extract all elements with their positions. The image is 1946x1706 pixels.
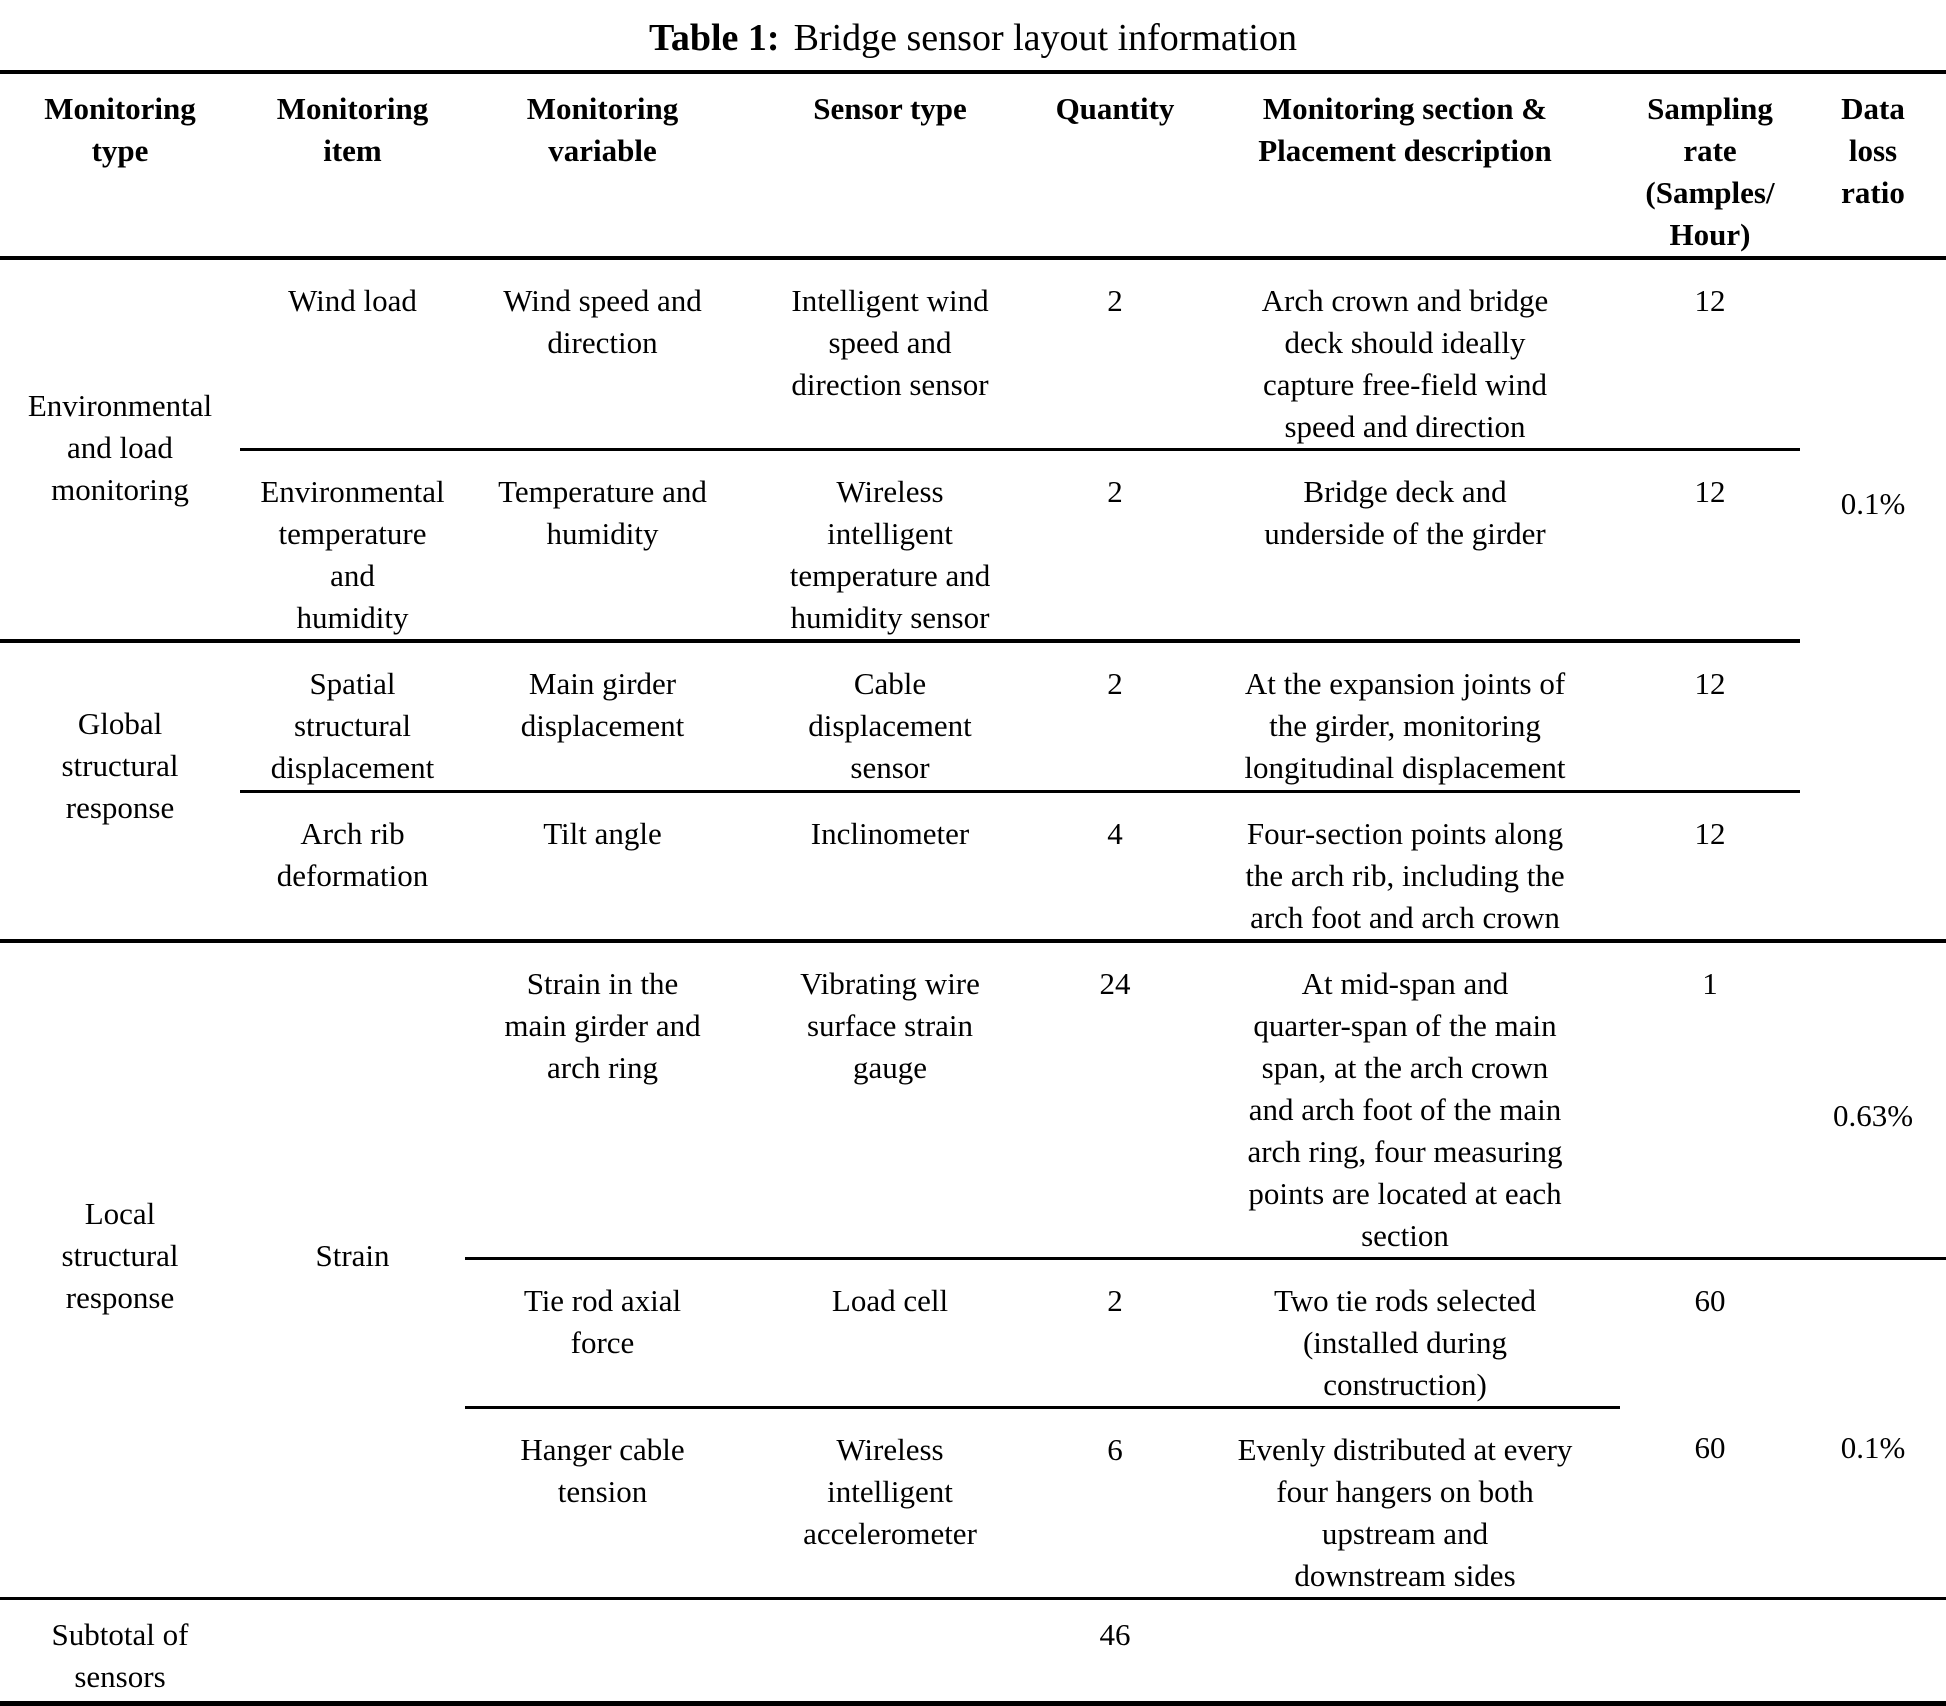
subtotal-row: Subtotal of sensors 46 bbox=[0, 1598, 1946, 1706]
cell-data-loss bbox=[1800, 641, 1946, 943]
cell-monitoring-variable: Tilt angle bbox=[465, 791, 740, 943]
table-row: Global structural response Spatial struc… bbox=[0, 641, 1946, 943]
cell-monitoring-item-strain: Strain bbox=[240, 940, 465, 1600]
cell-quantity: 2 bbox=[1040, 641, 1190, 793]
cell-quantity: 24 bbox=[1040, 940, 1190, 1260]
cell-placement: Two tie rods selected (installed during … bbox=[1190, 1258, 1620, 1409]
cell-quantity: 2 bbox=[1040, 258, 1190, 451]
cell-monitoring-item: Environmental temperature and humidity bbox=[240, 449, 465, 643]
col-header-monitoring-type: Monitoring type bbox=[0, 72, 240, 260]
cell-quantity: 4 bbox=[1040, 791, 1190, 943]
cell-sensor-type: Inclinometer bbox=[740, 791, 1040, 943]
cell-monitoring-item: Arch rib deformation bbox=[240, 791, 465, 943]
col-header-monitoring-variable: Monitoring variable bbox=[465, 72, 740, 260]
cell-sensor-type: Wireless intelligent accelerometer bbox=[740, 1407, 1040, 1600]
cell-placement: At the expansion joints of the girder, m… bbox=[1190, 641, 1620, 793]
cell-sampling-rate: 60 bbox=[1694, 1282, 1726, 1318]
cell-placement: At mid-span and quarter-span of the main… bbox=[1190, 940, 1620, 1260]
group-label-environmental: Environmental and load monitoring bbox=[0, 258, 240, 643]
table-row: Arch rib deformation Tilt angle Inclinom… bbox=[0, 791, 1946, 943]
cell-monitoring-item: Wind load bbox=[240, 258, 465, 451]
cell-sensor-type: Cable displacement sensor bbox=[740, 641, 1040, 793]
col-header-sensor-type: Sensor type bbox=[740, 72, 1040, 260]
cell-monitoring-variable: Main girder displacement bbox=[465, 641, 740, 793]
cell-sampling-rate: 1 bbox=[1620, 940, 1800, 1260]
col-header-data-loss-ratio: Data loss ratio bbox=[1800, 72, 1946, 260]
cell-quantity: 2 bbox=[1040, 1258, 1190, 1409]
cell-sampling-rate: 60 bbox=[1620, 1407, 1800, 1600]
table-row: Environmental and load monitoring Wind l… bbox=[0, 258, 1946, 643]
cell-data-loss: 0.1% bbox=[1800, 1407, 1946, 1600]
group-label-local: Local structural response bbox=[0, 940, 240, 1600]
cell-monitoring-variable: Hanger cable tension bbox=[465, 1407, 740, 1600]
col-header-monitoring-section: Monitoring section & Placement descripti… bbox=[1190, 72, 1620, 260]
cell-data-loss: 0.1% bbox=[1840, 486, 1906, 521]
cell-monitoring-variable: Wind speed and direction bbox=[465, 258, 740, 451]
cell-sampling-rate: 12 bbox=[1620, 641, 1800, 793]
col-header-quantity: Quantity bbox=[1040, 72, 1190, 260]
group-label-global: Global structural response bbox=[0, 641, 240, 943]
cell-placement: Evenly distributed at every four hangers… bbox=[1190, 1407, 1620, 1600]
cell-sensor-type: Vibrating wire surface strain gauge bbox=[740, 940, 1040, 1260]
cell-monitoring-variable: Tie rod axial force bbox=[465, 1258, 740, 1409]
table-number-label: Table 1: bbox=[649, 17, 780, 59]
table-caption: Table 1: Bridge sensor layout informatio… bbox=[0, 0, 1946, 70]
cell-data-loss: 0.63% bbox=[1800, 940, 1946, 1260]
cell-monitoring-item: Spatial structural displacement bbox=[240, 641, 465, 793]
cell-sensor-type: Intelligent wind speed and direction sen… bbox=[740, 258, 1040, 451]
cell-sensor-type: Wireless intelligent temperature and hum… bbox=[740, 449, 1040, 643]
col-header-sampling-rate: Sampling rate (Samples/ Hour) bbox=[1620, 72, 1800, 260]
table-row: Local structural response Strain Strain … bbox=[0, 940, 1946, 1600]
cell-sampling-rate: 12 bbox=[1620, 258, 1800, 451]
table-caption-text: Bridge sensor layout information bbox=[793, 17, 1297, 59]
cell-placement: Four-section points along the arch rib, … bbox=[1190, 791, 1620, 943]
cell-placement: Arch crown and bridge deck should ideall… bbox=[1190, 258, 1620, 451]
cell-quantity: 6 bbox=[1040, 1407, 1190, 1600]
table-row: Hanger cable tension Wireless intelligen… bbox=[0, 1407, 1946, 1600]
subtotal-quantity: 46 bbox=[1040, 1598, 1190, 1706]
table-row: Environmental temperature and humidity T… bbox=[0, 449, 1946, 643]
cell-sampling-rate: 12 bbox=[1620, 791, 1800, 943]
col-header-monitoring-item: Monitoring item bbox=[240, 72, 465, 260]
cell-placement: Bridge deck and underside of the girder bbox=[1190, 449, 1620, 643]
table-row: Tie rod axial force Load cell 2 Two tie … bbox=[0, 1258, 1946, 1409]
bridge-sensor-table: Monitoring type Monitoring item Monitori… bbox=[0, 70, 1946, 1706]
cell-sampling-rate: 12 bbox=[1620, 449, 1800, 643]
cell-sensor-type: Load cell bbox=[740, 1258, 1040, 1409]
cell-monitoring-variable: Temperature and humidity bbox=[465, 449, 740, 643]
cell-quantity: 2 bbox=[1040, 449, 1190, 643]
header-row: Monitoring type Monitoring item Monitori… bbox=[0, 72, 1946, 260]
cell-monitoring-variable: Strain in the main girder and arch ring bbox=[465, 940, 740, 1260]
cell-data-loss bbox=[1800, 1258, 1946, 1407]
subtotal-label: Subtotal of sensors bbox=[0, 1598, 240, 1706]
